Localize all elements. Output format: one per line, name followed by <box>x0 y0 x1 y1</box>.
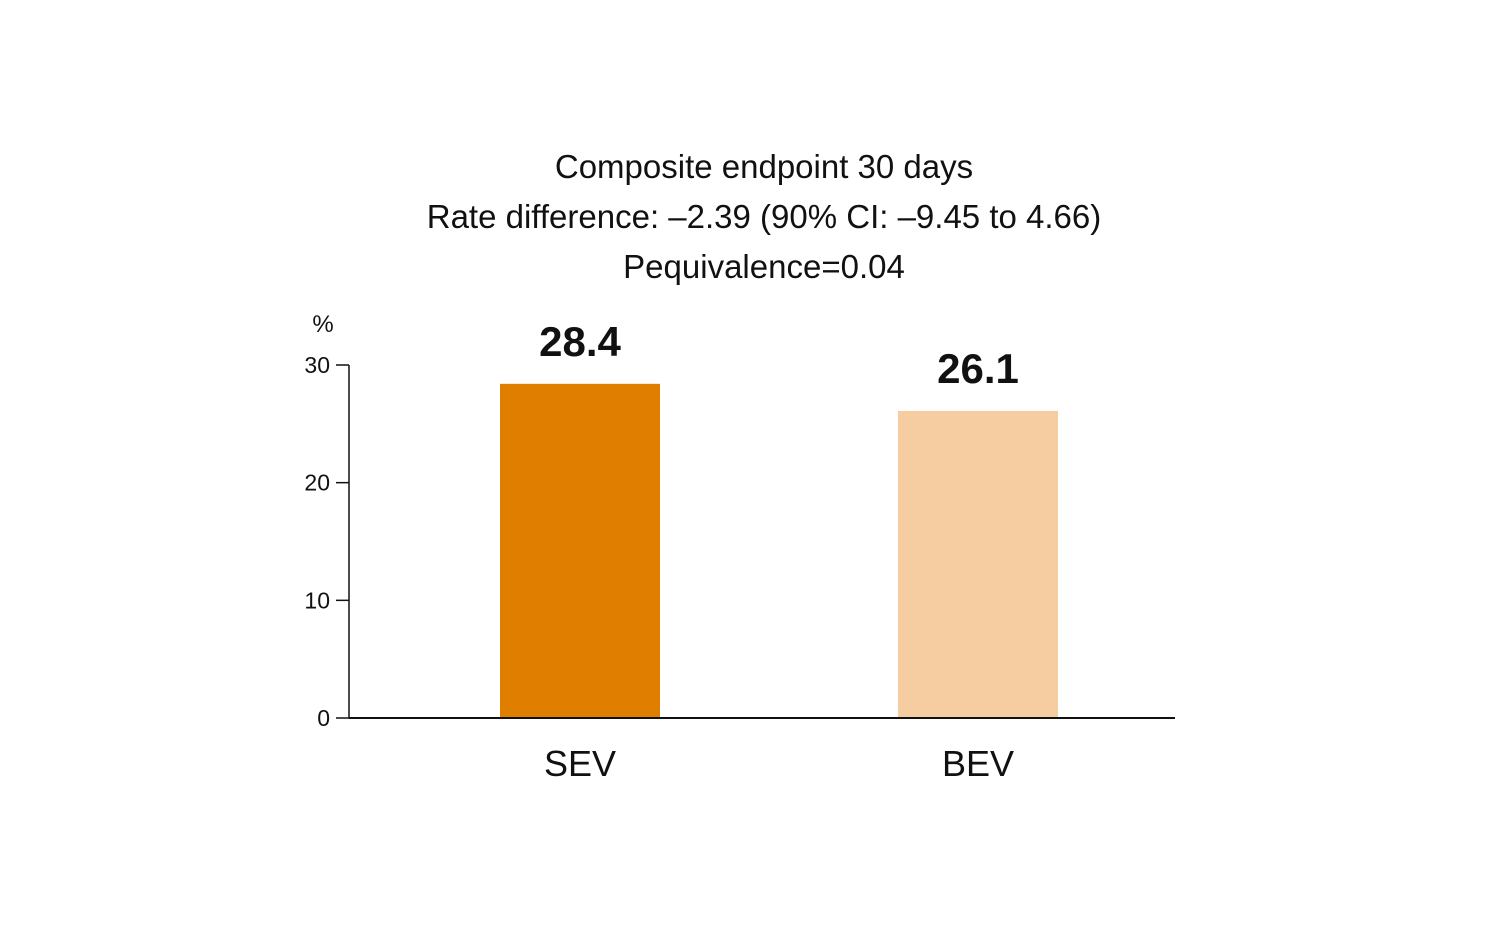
chart-title-line-1: Composite endpoint 30 days <box>555 148 973 185</box>
y-axis-unit-label: % <box>312 311 333 338</box>
bar-bev <box>898 410 1058 718</box>
data-label-sev: 28.4 <box>539 318 621 365</box>
x-category-label-bev: BEV <box>942 743 1014 784</box>
chart-title-line-2: Rate difference: –2.39 (90% CI: –9.45 to… <box>427 198 1102 235</box>
bar-sev <box>500 383 660 718</box>
y-tick-label-10: 10 <box>304 587 330 613</box>
y-tick-label-0: 0 <box>317 705 330 731</box>
plot-area: 28.4 SEV 26.1 BEV 0 10 20 30 <box>304 318 1175 784</box>
y-tick-label-20: 20 <box>304 470 330 496</box>
y-tick-label-30: 30 <box>304 352 330 378</box>
x-category-label-sev: SEV <box>544 743 616 784</box>
chart-title-line-3: Pequivalence=0.04 <box>623 248 905 285</box>
chart-title-block: Composite endpoint 30 days Rate differen… <box>427 148 1102 285</box>
data-label-bev: 26.1 <box>937 345 1019 392</box>
